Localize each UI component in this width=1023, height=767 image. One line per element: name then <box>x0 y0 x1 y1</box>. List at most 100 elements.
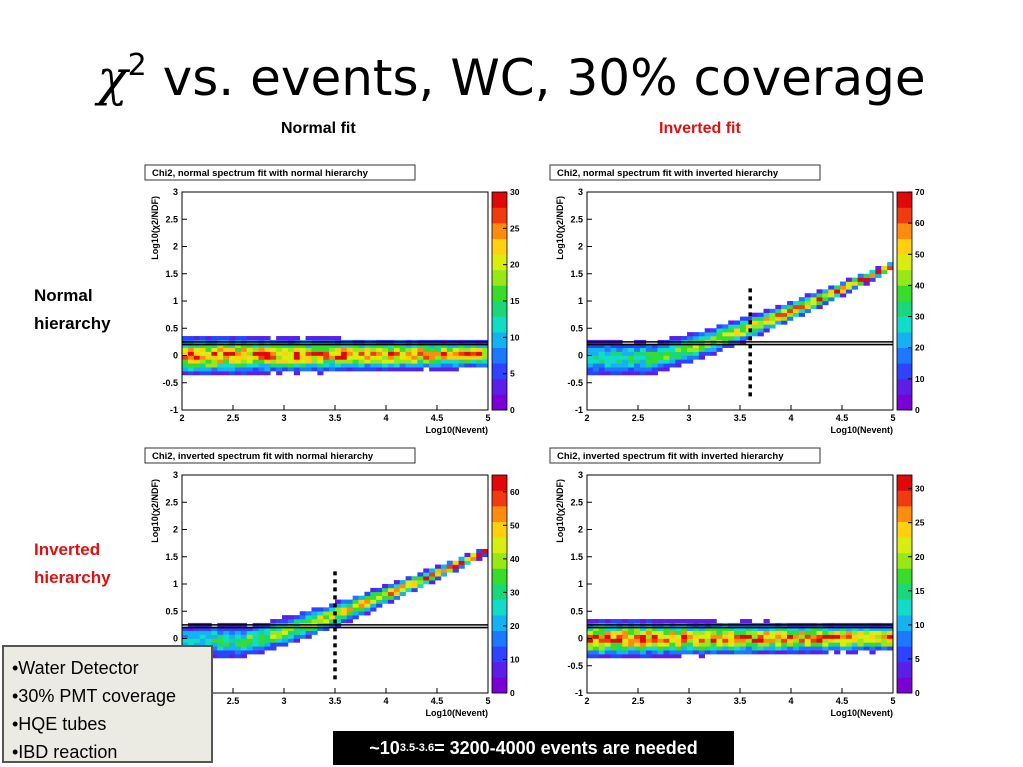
heatmap-cell <box>211 630 218 635</box>
heatmap-cell <box>370 607 377 612</box>
heatmap-cell <box>276 626 283 632</box>
heatmap-cell <box>440 351 448 356</box>
heatmap-cell <box>440 355 448 360</box>
heatmap-cell <box>810 297 817 302</box>
note-exponent: 3.5-3.6 <box>399 742 435 754</box>
heatmap-cell <box>669 343 676 349</box>
heatmap-cell <box>845 630 853 635</box>
chart-title-box <box>549 164 821 181</box>
heatmap-cell <box>587 650 594 655</box>
heatmap-cell <box>845 646 853 651</box>
heatmap-cell <box>598 634 605 639</box>
heatmap-cell <box>687 619 694 624</box>
heatmap-cell <box>639 650 647 655</box>
heatmap-cell <box>804 293 811 298</box>
heatmap-cell <box>205 355 212 360</box>
heatmap-cell <box>405 580 412 585</box>
heatmap-cell <box>834 638 841 643</box>
heatmap-cell <box>804 638 811 643</box>
heatmap-cell <box>816 289 823 294</box>
heatmap-cell <box>246 638 253 643</box>
heatmap-cell <box>270 646 277 651</box>
colorbar-swatch <box>897 661 912 678</box>
heatmap-cell <box>734 626 741 632</box>
heatmap-cell <box>651 650 658 655</box>
heatmap-cell <box>205 343 212 349</box>
heatmap-cell <box>440 359 448 364</box>
heatmap-cell <box>798 312 806 317</box>
heatmap-cell <box>305 363 312 368</box>
colorbar-tick-label: 20 <box>915 343 925 353</box>
heatmap-cell <box>358 355 365 360</box>
heatmap-cell <box>229 638 236 643</box>
heatmap-cell <box>346 351 353 356</box>
heatmap-cell <box>657 630 664 635</box>
heatmap-cell <box>282 626 289 632</box>
heatmap-cell <box>669 336 676 341</box>
row-header-line: Inverted <box>34 540 101 559</box>
colorbar-swatch <box>492 332 507 349</box>
heatmap-cell <box>217 634 224 639</box>
heatmap-cell <box>411 584 418 589</box>
heatmap-cell <box>710 619 717 624</box>
heatmap-cell <box>645 630 653 635</box>
heatmap-cell <box>828 638 835 643</box>
heatmap-cell <box>663 355 670 360</box>
heatmap-cell <box>869 650 876 655</box>
heatmap-cell <box>240 371 248 376</box>
heatmap-cell <box>592 363 600 368</box>
heatmap-cell <box>476 552 483 558</box>
heatmap-cell <box>317 347 324 352</box>
heatmap-cell <box>370 347 377 352</box>
heatmap-cell <box>681 351 688 356</box>
heatmap-cell <box>851 642 858 647</box>
heatmap-cell <box>851 650 858 655</box>
heatmap-cell <box>346 607 353 612</box>
heatmap-cell <box>270 638 277 643</box>
y-tick-label: -1 <box>575 405 583 415</box>
heatmap-cell <box>840 634 847 639</box>
heatmap-cell <box>804 650 811 655</box>
heatmap-cell <box>293 351 300 356</box>
heatmap-cell <box>592 355 600 360</box>
heatmap-cell <box>311 630 318 635</box>
heatmap-cell <box>299 359 306 364</box>
heatmap-cell <box>628 343 635 349</box>
heatmap-cell <box>299 347 306 352</box>
plot-frame <box>586 474 894 694</box>
heatmap-cell <box>722 638 729 643</box>
heatmap-cell <box>282 619 289 624</box>
heatmap-cell <box>435 351 442 356</box>
y-tick-label: -1 <box>170 405 178 415</box>
heatmap-cell <box>857 626 864 632</box>
heatmap-cell <box>657 367 664 372</box>
heatmap-cell <box>346 359 353 364</box>
heatmap-cell <box>252 355 259 360</box>
heatmap-cell <box>217 626 224 632</box>
heatmap-cell <box>881 646 888 651</box>
heatmap-cell <box>610 351 617 356</box>
heatmap-cell <box>329 363 336 368</box>
colorbar-swatch <box>897 615 912 632</box>
heatmap-cell <box>464 556 471 561</box>
heatmap-cell <box>417 572 424 577</box>
heatmap-cell <box>834 289 841 294</box>
heatmap-cell <box>187 367 195 372</box>
heatmap-cell <box>352 351 359 356</box>
heatmap-cell <box>869 626 876 632</box>
heatmap-cell <box>781 650 788 655</box>
heatmap-cell <box>323 626 330 632</box>
heatmap-cell <box>792 308 800 313</box>
heatmap-cell <box>740 638 747 643</box>
colorbar-swatch <box>492 207 507 224</box>
heatmap-cell <box>270 351 277 356</box>
colorbar-swatch <box>897 363 912 380</box>
heatmap-cell <box>393 584 401 589</box>
heatmap-cell <box>592 654 600 659</box>
heatmap-cell <box>229 343 236 349</box>
heatmap-cell <box>440 367 448 372</box>
heatmap-cell <box>669 347 676 352</box>
heatmap-cell <box>205 371 212 376</box>
heatmap-cell <box>229 347 236 352</box>
heatmap-cell <box>270 642 277 647</box>
